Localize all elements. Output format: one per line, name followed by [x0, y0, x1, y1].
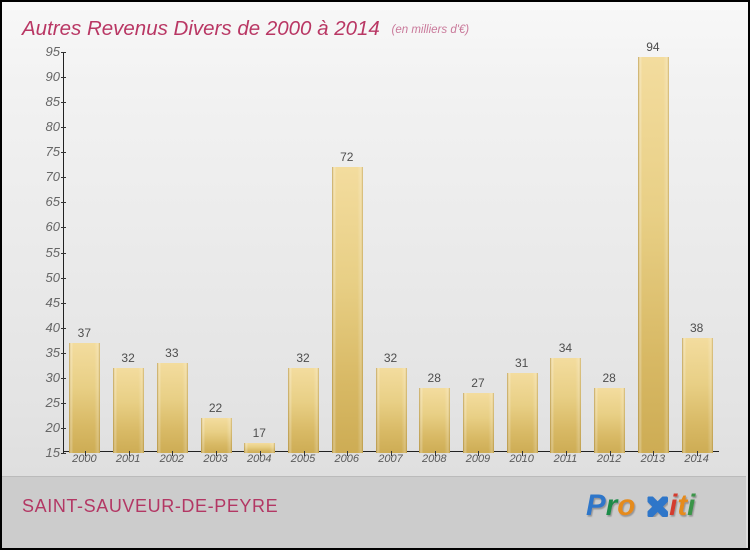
- svg-text:iti: iti: [669, 489, 696, 522]
- svg-text:Pro: Pro: [586, 489, 635, 522]
